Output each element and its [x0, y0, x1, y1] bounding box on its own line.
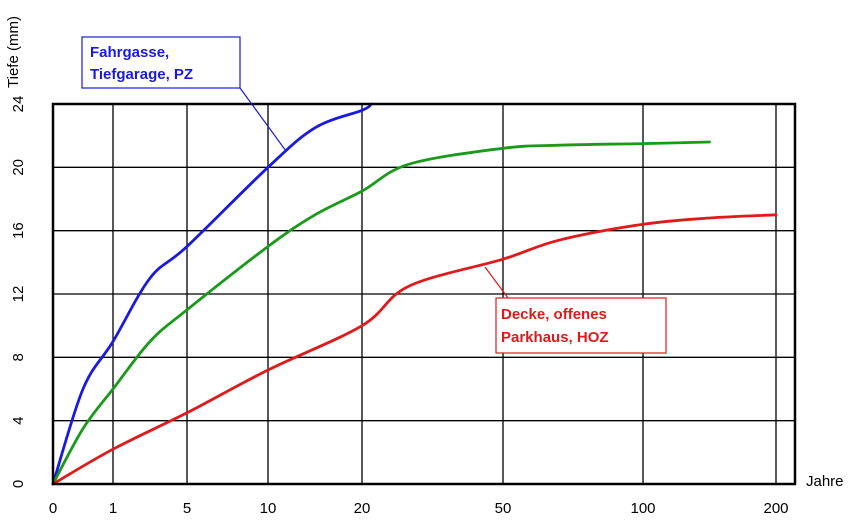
annotation-blue-line-2: Tiefgarage, PZ [90, 66, 193, 83]
plot-frame [51, 102, 797, 486]
y-tick-label: 24 [10, 96, 27, 113]
x-tick-label: 200 [763, 500, 788, 517]
x-tick-label: 100 [630, 500, 655, 517]
x-tick-label: 20 [354, 500, 371, 517]
y-tick-label: 12 [10, 286, 27, 303]
y-tick-label: 8 [10, 353, 27, 361]
annotation-blue-box [81, 36, 241, 89]
y-tick-labels: 0 4 8 12 16 20 24 [10, 96, 27, 489]
x-tick-label: 10 [260, 500, 277, 517]
series-line-3 [51, 213, 778, 486]
x-tick-label: 5 [183, 500, 191, 517]
series-line-1 [51, 102, 373, 486]
series-lines [51, 102, 778, 486]
series-line-2 [51, 140, 711, 486]
x-tick-label: 50 [495, 500, 512, 517]
y-tick-label: 4 [10, 416, 27, 424]
annotation-red-leader [484, 266, 509, 299]
x-tick-labels: 0 1 5 10 20 50 100 200 [49, 500, 789, 517]
annotation-blue-line-1: Fahrgasse, [90, 44, 169, 61]
y-tick-label: 20 [10, 159, 27, 176]
y-tick-label: 16 [10, 222, 27, 239]
annotation-red-line-1: Decke, offenes [501, 306, 607, 323]
annotation-blue-leader [239, 87, 287, 152]
y-axis-title: Tiefe (mm) [5, 16, 22, 88]
annotation-red-line-2: Parkhaus, HOZ [501, 329, 609, 346]
x-tick-label: 0 [49, 500, 57, 517]
y-tick-label: 0 [10, 480, 27, 488]
annotation-red-box [495, 297, 667, 354]
x-tick-label: 1 [109, 500, 117, 517]
x-axis-title: Jahre [806, 473, 844, 490]
